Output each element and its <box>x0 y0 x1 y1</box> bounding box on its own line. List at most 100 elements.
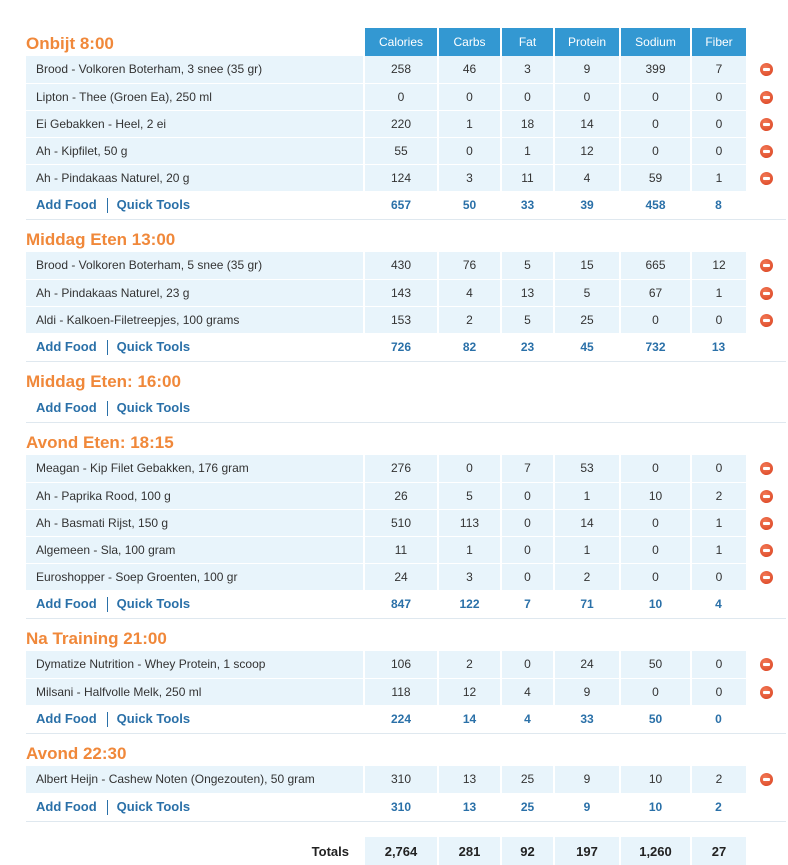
food-row[interactable]: Albert Heijn - Cashew Noten (Ongezouten)… <box>26 766 786 794</box>
meal-total-carbs: 14 <box>438 705 501 734</box>
add-food-link[interactable]: Add Food <box>36 196 97 212</box>
food-protein-value: 2 <box>553 563 620 591</box>
food-row[interactable]: Algemeen - Sla, 100 gram 11 1 0 1 0 1 <box>26 536 786 564</box>
meal-total-fat: 25 <box>501 793 554 822</box>
meal-total-fiber: 2 <box>691 793 746 822</box>
remove-circle-icon[interactable] <box>759 313 773 327</box>
food-name[interactable]: Ah - Pindakaas Naturel, 23 g <box>26 279 364 307</box>
remove-circle-icon[interactable] <box>759 685 773 699</box>
remove-circle-icon[interactable] <box>759 773 773 787</box>
food-protein-value: 5 <box>553 279 620 307</box>
link-separator <box>106 712 108 728</box>
meal-title: Na Training 21:00 <box>26 629 167 648</box>
delete-cell <box>746 83 786 111</box>
meal-total-carbs: 13 <box>438 793 501 822</box>
add-food-link[interactable]: Add Food <box>36 798 97 814</box>
food-row[interactable]: Milsani - Halfvolle Melk, 250 ml 118 12 4 9 0… <box>26 678 786 706</box>
delete-cell <box>746 536 786 564</box>
food-row[interactable]: Dymatize Nutrition - Whey Protein, 1 sco… <box>26 651 786 679</box>
food-name[interactable]: Ah - Pindakaas Naturel, 20 g <box>26 164 364 192</box>
food-row[interactable]: Ei Gebakken - Heel, 2 ei 220 1 18 14 0 0 <box>26 110 786 138</box>
food-calories-value: 106 <box>363 651 438 679</box>
food-name[interactable]: Aldi - Kalkoen-Filetreepjes, 100 grams <box>26 306 364 334</box>
food-row[interactable]: Ah - Pindakaas Naturel, 23 g 143 4 13 5 67 1 <box>26 279 786 307</box>
remove-circle-icon[interactable] <box>759 462 773 476</box>
food-protein-value: 4 <box>553 164 620 192</box>
food-protein-value: 0 <box>553 83 620 111</box>
food-fat-value: 25 <box>500 766 554 794</box>
remove-circle-icon[interactable] <box>759 63 773 77</box>
quick-tools-link[interactable]: Quick Tools <box>116 595 191 611</box>
food-row[interactable]: Meagan - Kip Filet Gebakken, 176 gram 276… <box>26 455 786 483</box>
meal-title: Avond 22:30 <box>26 744 127 763</box>
remove-circle-icon[interactable] <box>759 259 773 273</box>
food-protein-value: 24 <box>553 651 620 679</box>
quick-tools-link[interactable]: Quick Tools <box>116 710 191 726</box>
add-food-link[interactable]: Add Food <box>36 595 97 611</box>
meal-header: Middag Eten: 16:00 <box>26 361 786 394</box>
food-name[interactable]: Milsani - Halfvolle Melk, 250 ml <box>26 678 364 706</box>
meal-total-fiber: 4 <box>691 590 746 619</box>
quick-tools-link[interactable]: Quick Tools <box>116 196 191 212</box>
remove-circle-icon[interactable] <box>759 543 773 557</box>
food-name[interactable]: Brood - Volkoren Boterham, 5 snee (35 gr… <box>26 252 364 280</box>
quick-tools-link[interactable]: Quick Tools <box>116 338 191 354</box>
quick-tools-link[interactable]: Quick Tools <box>116 399 191 415</box>
food-calories-value: 510 <box>363 509 438 537</box>
food-row[interactable]: Ah - Basmati Rijst, 150 g 510 113 0 14 0 1 <box>26 509 786 537</box>
food-row[interactable]: Ah - Kipfilet, 50 g 55 0 1 12 0 0 <box>26 137 786 165</box>
grand-total-fat: 92 <box>500 837 554 865</box>
food-calories-value: 118 <box>363 678 438 706</box>
column-header-protein: Protein <box>553 28 620 56</box>
meal-summary-row: Add Food Quick Tools <box>26 394 786 423</box>
food-carbs-value: 5 <box>437 482 501 510</box>
food-sodium-value: 0 <box>619 306 691 334</box>
food-name[interactable]: Albert Heijn - Cashew Noten (Ongezouten)… <box>26 766 364 794</box>
meal-total-fiber <box>691 394 746 423</box>
add-food-link[interactable]: Add Food <box>36 338 97 354</box>
food-sodium-value: 0 <box>619 536 691 564</box>
food-name[interactable]: Brood - Volkoren Boterham, 3 snee (35 gr… <box>26 56 364 84</box>
remove-circle-icon[interactable] <box>759 171 773 185</box>
food-row[interactable]: Brood - Volkoren Boterham, 3 snee (35 gr… <box>26 56 786 84</box>
meal-total-carbs: 50 <box>438 191 501 220</box>
food-name[interactable]: Lipton - Thee (Groen Ea), 250 ml <box>26 83 364 111</box>
remove-circle-icon[interactable] <box>759 489 773 503</box>
meal-total-calories: 657 <box>364 191 438 220</box>
add-food-link[interactable]: Add Food <box>36 710 97 726</box>
add-food-link[interactable]: Add Food <box>36 399 97 415</box>
food-row[interactable]: Aldi - Kalkoen-Filetreepjes, 100 grams 15… <box>26 306 786 334</box>
food-name[interactable]: Ah - Paprika Rood, 100 g <box>26 482 364 510</box>
food-name[interactable]: Meagan - Kip Filet Gebakken, 176 gram <box>26 455 364 483</box>
remove-circle-icon[interactable] <box>759 516 773 530</box>
food-name[interactable]: Ei Gebakken - Heel, 2 ei <box>26 110 364 138</box>
quick-tools-link[interactable]: Quick Tools <box>116 798 191 814</box>
food-fat-value: 5 <box>500 306 554 334</box>
remove-circle-icon[interactable] <box>759 90 773 104</box>
food-row[interactable]: Euroshopper - Soep Groenten, 100 gr 24 3 0 2… <box>26 563 786 591</box>
column-header-carbs: Carbs <box>437 28 501 56</box>
food-fiber-value: 1 <box>690 509 746 537</box>
food-row[interactable]: Ah - Paprika Rood, 100 g 26 5 0 1 10 2 <box>26 482 786 510</box>
remove-circle-icon[interactable] <box>759 286 773 300</box>
food-row[interactable]: Ah - Pindakaas Naturel, 20 g 124 3 11 4 59 1 <box>26 164 786 192</box>
food-name[interactable]: Ah - Kipfilet, 50 g <box>26 137 364 165</box>
food-name[interactable]: Ah - Basmati Rijst, 150 g <box>26 509 364 537</box>
column-header-spacer <box>746 28 786 56</box>
food-fat-value: 0 <box>500 651 554 679</box>
food-name[interactable]: Dymatize Nutrition - Whey Protein, 1 sco… <box>26 651 364 679</box>
food-fiber-value: 1 <box>690 536 746 564</box>
grand-total-carbs: 281 <box>437 837 501 865</box>
remove-circle-icon[interactable] <box>759 144 773 158</box>
remove-circle-icon[interactable] <box>759 570 773 584</box>
food-fiber-value: 1 <box>690 164 746 192</box>
food-sodium-value: 67 <box>619 279 691 307</box>
food-row[interactable]: Lipton - Thee (Groen Ea), 250 ml 0 0 0 0 0 0 <box>26 83 786 111</box>
food-row[interactable]: Brood - Volkoren Boterham, 5 snee (35 gr… <box>26 252 786 280</box>
food-protein-value: 1 <box>553 482 620 510</box>
remove-circle-icon[interactable] <box>759 658 773 672</box>
food-sodium-value: 0 <box>619 678 691 706</box>
remove-circle-icon[interactable] <box>759 117 773 131</box>
food-name[interactable]: Euroshopper - Soep Groenten, 100 gr <box>26 563 364 591</box>
food-name[interactable]: Algemeen - Sla, 100 gram <box>26 536 364 564</box>
